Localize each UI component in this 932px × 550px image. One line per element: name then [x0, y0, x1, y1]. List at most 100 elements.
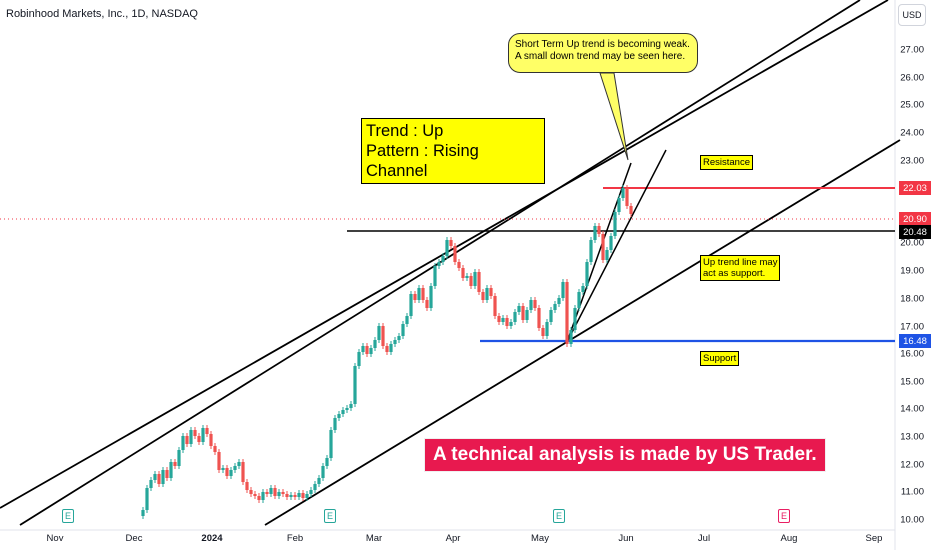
candle-body	[397, 336, 401, 340]
candle-body	[337, 414, 341, 418]
price-tick-label: 15.00	[900, 376, 924, 388]
channel-upper-line	[0, 0, 889, 509]
candle-body	[281, 492, 285, 494]
uptrend-support-note[interactable]: Up trend line may act as support.	[700, 255, 781, 281]
candle-body	[537, 308, 541, 328]
candlesticks	[141, 185, 633, 519]
candle-body	[261, 492, 265, 500]
price-tick-label: 23.00	[900, 155, 924, 167]
candle-body	[409, 294, 413, 316]
candle-body	[509, 322, 513, 326]
candle-body	[453, 246, 457, 262]
earnings-event-icon[interactable]: E	[553, 509, 565, 523]
candle-body	[225, 468, 229, 476]
candle-body	[621, 188, 625, 198]
callout-annotation[interactable]: Short Term Up trend is becoming weak. A …	[508, 33, 698, 73]
time-tick-label: Apr	[445, 533, 461, 544]
candle-body	[305, 494, 309, 498]
candle-body	[253, 494, 257, 496]
time-tick-label: Nov	[46, 533, 64, 544]
candle-body	[413, 294, 417, 300]
candle-body	[477, 272, 481, 292]
candle-body	[241, 462, 245, 482]
candle-body	[205, 428, 209, 434]
candle-body	[289, 495, 293, 497]
price-tag-support: 16.48	[899, 334, 931, 348]
candle-body	[613, 212, 617, 236]
resistance-label[interactable]: Resistance	[700, 155, 753, 170]
candle-body	[489, 288, 493, 296]
candle-body	[361, 346, 365, 352]
candle-body	[161, 470, 165, 484]
candle-body	[193, 430, 197, 436]
candle-body	[589, 240, 593, 262]
candle-body	[429, 286, 433, 308]
candle-body	[497, 316, 501, 322]
earnings-event-icon[interactable]: E	[324, 509, 336, 523]
grid-lines	[0, 0, 896, 550]
symbol-title: Robinhood Markets, Inc., 1D, NASDAQ	[6, 8, 198, 20]
earnings-event-icon[interactable]: E	[778, 509, 790, 523]
candle-body	[237, 462, 241, 466]
candle-body	[449, 240, 453, 246]
price-tick-label: 13.00	[900, 431, 924, 443]
candle-body	[141, 510, 145, 516]
candle-body	[493, 296, 497, 316]
candle-body	[197, 436, 201, 442]
candle-body	[577, 292, 581, 308]
candle-body	[217, 452, 221, 470]
candle-body	[565, 282, 569, 344]
uptrend-line-2: act as support.	[703, 268, 766, 279]
currency-button[interactable]: USD	[898, 4, 926, 26]
candle-body	[277, 492, 281, 496]
candle-body	[485, 288, 489, 300]
candle-body	[233, 466, 237, 470]
candle-body	[561, 282, 565, 298]
analysis-banner[interactable]: A technical analysis is made by US Trade…	[424, 438, 826, 472]
wedge-lower-line	[566, 149, 667, 343]
candle-body	[357, 352, 361, 366]
candle-body	[401, 324, 405, 336]
candle-body	[405, 316, 409, 324]
candle-body	[369, 348, 373, 354]
candle-body	[601, 234, 605, 260]
candle-body	[189, 430, 193, 444]
candle-body	[517, 306, 521, 312]
candle-body	[221, 468, 225, 470]
candle-body	[569, 330, 573, 344]
uptrend-line-1: Up trend line may	[703, 257, 778, 268]
candle-body	[573, 308, 577, 330]
trend-text: Trend : Up	[366, 122, 444, 140]
earnings-event-icon[interactable]: E	[62, 509, 74, 523]
time-tick-label: Aug	[780, 533, 798, 544]
candle-body	[473, 272, 477, 286]
candle-body	[609, 236, 613, 250]
price-tick-label: 14.00	[900, 403, 924, 415]
candle-body	[617, 198, 621, 212]
candle-body	[177, 450, 181, 466]
candle-body	[169, 462, 173, 478]
support-label[interactable]: Support	[700, 351, 740, 366]
candle-body	[533, 300, 537, 308]
candle-body	[165, 470, 169, 478]
price-tick-label: 16.00	[900, 348, 924, 360]
pattern-text: Pattern : Rising Channel	[366, 142, 479, 180]
candle-body	[581, 286, 585, 292]
price-tag-current: 20.90	[899, 212, 931, 226]
candle-body	[273, 488, 277, 496]
candle-body	[461, 268, 465, 278]
candle-body	[557, 298, 561, 304]
price-tick-label: 27.00	[900, 44, 924, 56]
trend-annotation[interactable]: Trend : Up Pattern : Rising Channel	[361, 118, 545, 184]
candle-body	[605, 250, 609, 260]
price-tick-label: 19.00	[900, 265, 924, 277]
candle-body	[153, 474, 157, 480]
candle-body	[553, 304, 557, 310]
candle-body	[433, 266, 437, 286]
candle-body	[333, 418, 337, 430]
candle-body	[317, 478, 321, 484]
candle-body	[157, 474, 161, 484]
candle-body	[421, 288, 425, 300]
candle-body	[349, 404, 353, 408]
